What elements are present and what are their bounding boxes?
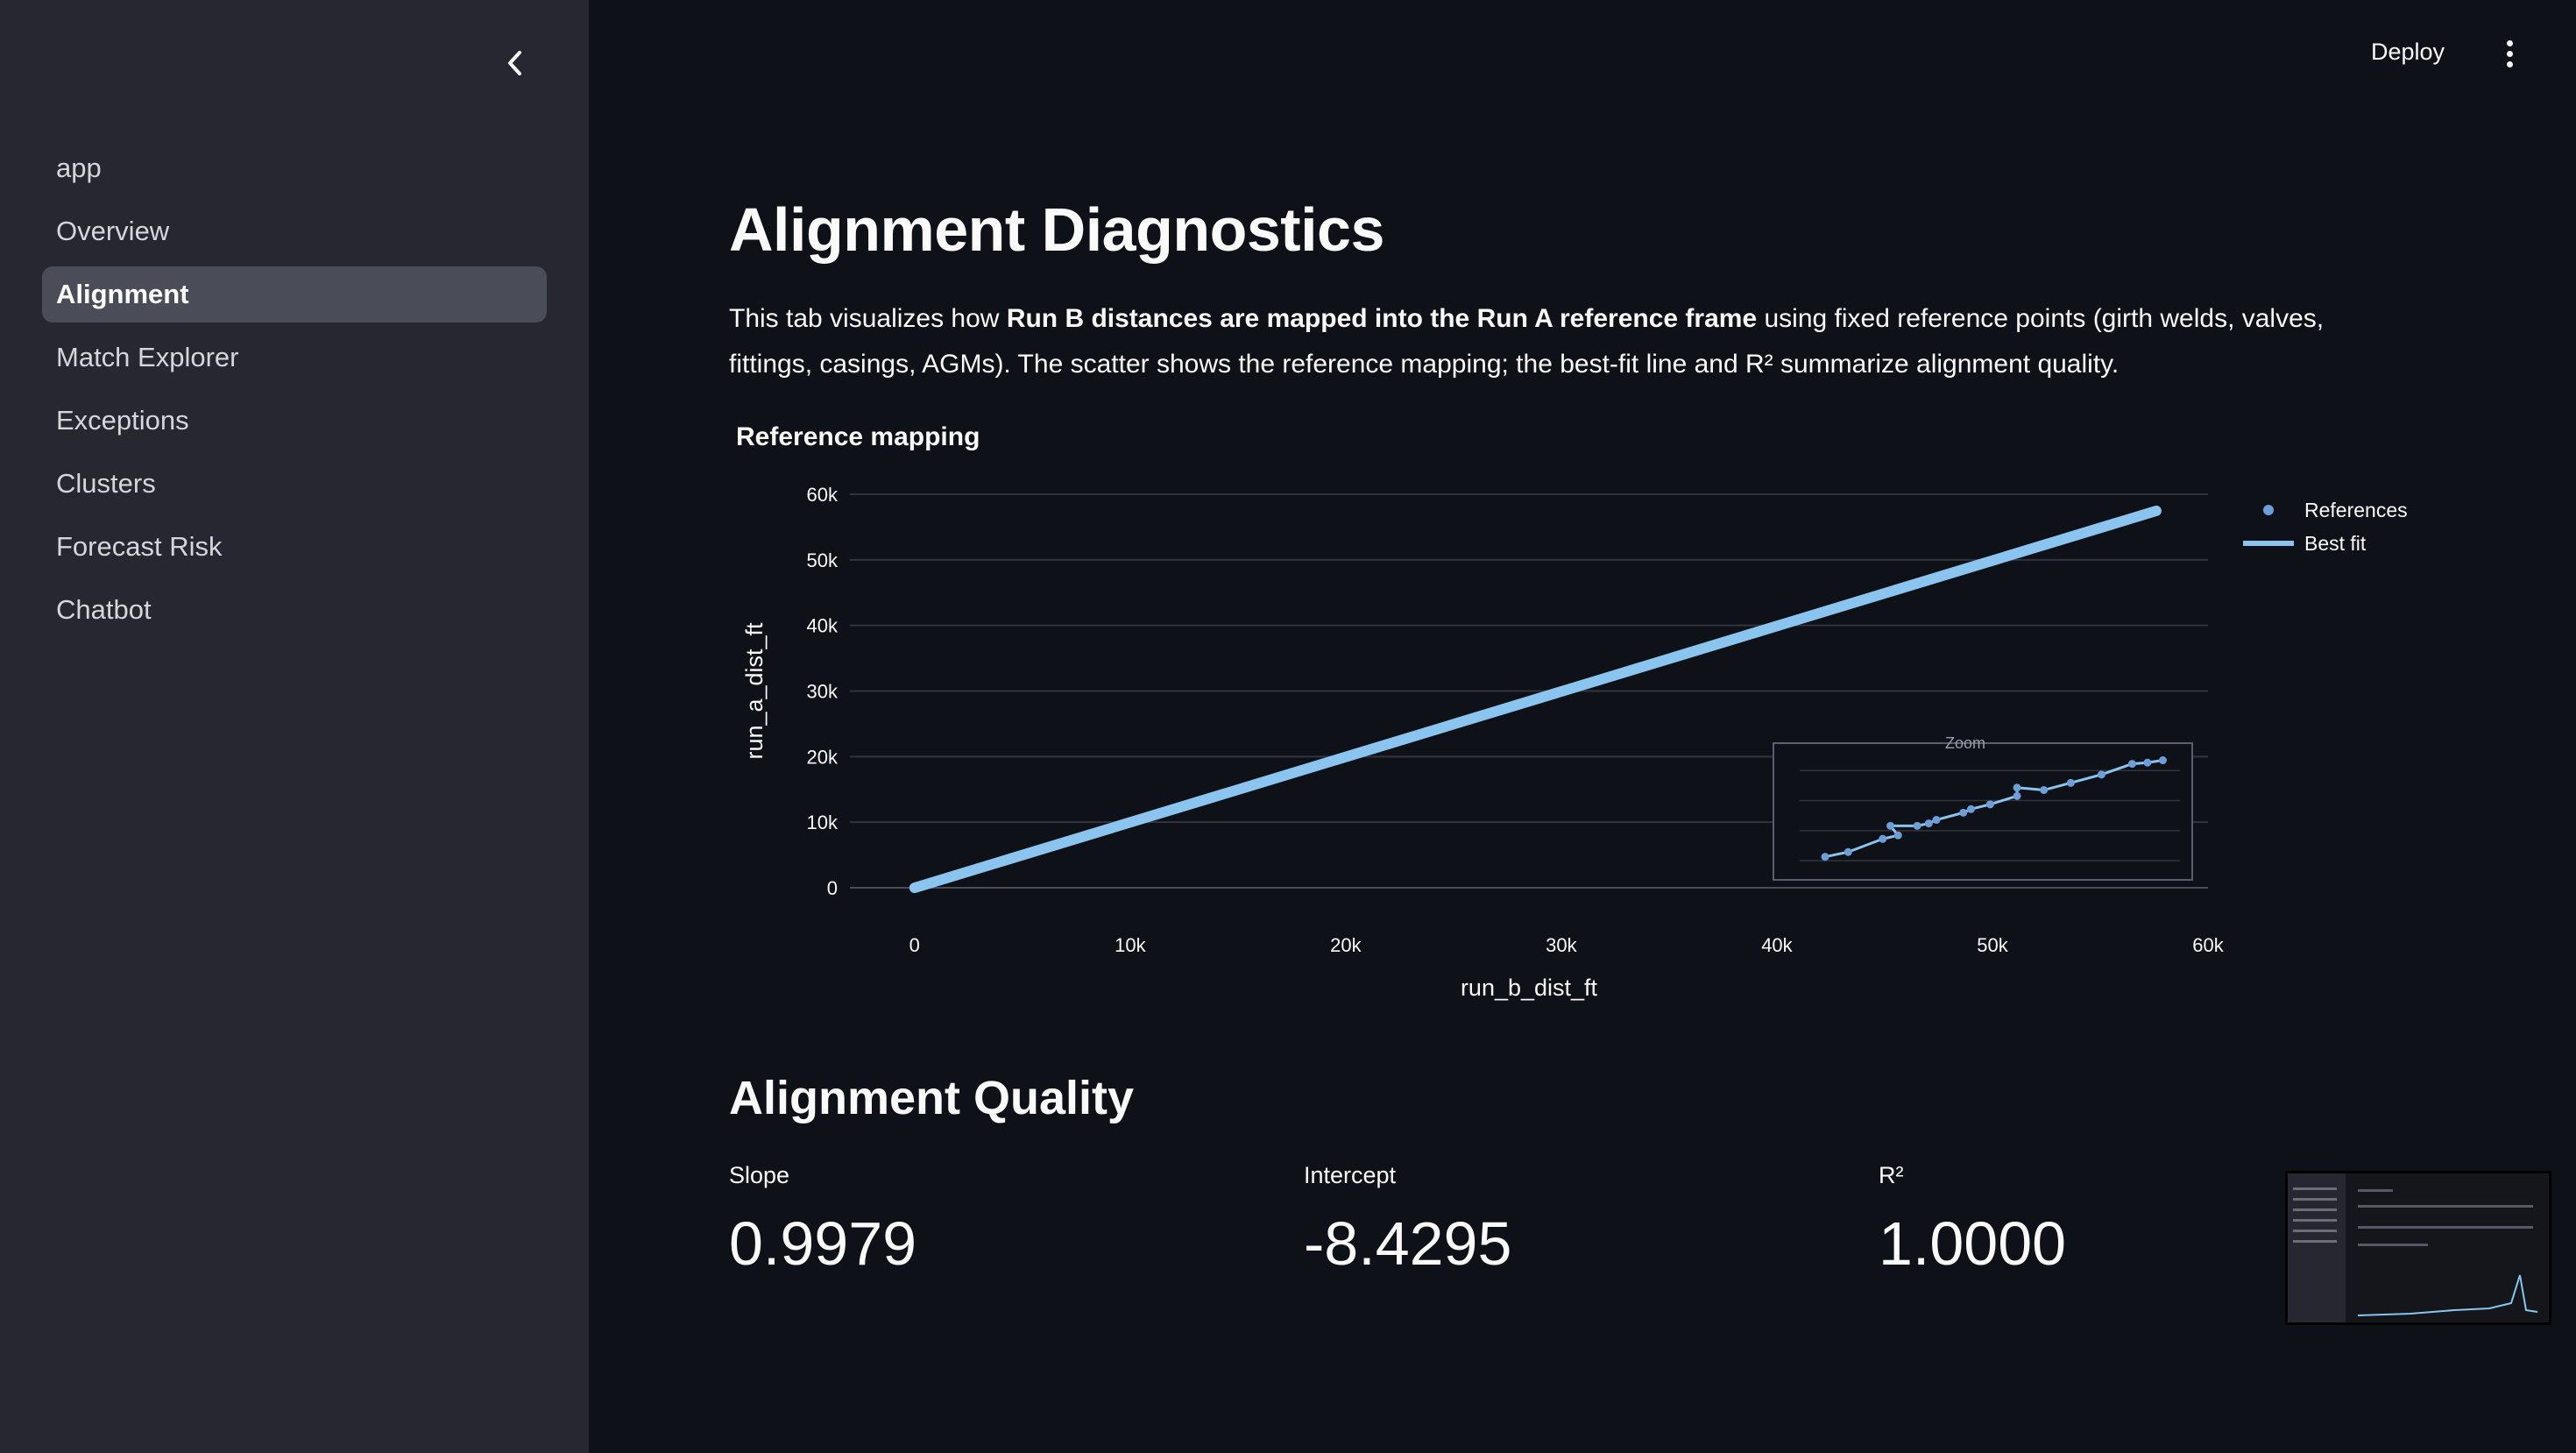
chart-title: Reference mapping — [736, 422, 980, 451]
zoom-inset-point — [1985, 800, 1994, 809]
x-tick-label: 40k — [1761, 934, 1793, 956]
legend-references-label: References — [2304, 499, 2408, 521]
sidebar-item-overview[interactable]: Overview — [42, 203, 547, 259]
sidebar-item-label: Alignment — [56, 279, 189, 309]
zoom-inset-point — [2066, 778, 2075, 787]
y-tick-label: 20k — [807, 746, 839, 768]
y-axis-label: run_a_dist_ft — [741, 622, 768, 760]
deploy-button[interactable]: Deploy — [2371, 39, 2445, 65]
y-tick-label: 0 — [827, 877, 838, 899]
sidebar-item-chatbot[interactable]: Chatbot — [42, 582, 547, 638]
metric-label: Intercept — [1304, 1162, 1397, 1188]
zoom-inset-point — [1913, 821, 1921, 830]
legend-best-fit-label: Best fit — [2304, 532, 2367, 555]
zoom-inset-point — [2097, 770, 2105, 779]
sidebar-item-label: Chatbot — [56, 594, 152, 625]
metric-label: R² — [1879, 1162, 1904, 1188]
y-tick-label: 50k — [807, 549, 839, 571]
metric-value: 1.0000 — [1879, 1209, 2067, 1278]
x-axis-label: run_b_dist_ft — [1461, 975, 1598, 1001]
zoom-inset-title: Zoom — [1945, 734, 1985, 752]
more-options-icon[interactable] — [2499, 40, 2520, 79]
section-title: Alignment Quality — [729, 1072, 1135, 1124]
thumbnail-sidebar — [2288, 1173, 2346, 1322]
sidebar-item-label: Forecast Risk — [56, 531, 223, 562]
sidebar-item-label: Clusters — [56, 468, 156, 499]
zoom-inset-point — [1966, 804, 1975, 813]
metric-slope: Slope 0.9979 — [729, 1162, 916, 1279]
zoom-inset-point — [2143, 758, 2152, 767]
thumbnail-chart — [2358, 1274, 2538, 1316]
sidebar-item-label: Overview — [56, 216, 170, 246]
sidebar: app Overview Alignment Match Explorer Ex… — [0, 0, 589, 1453]
x-tick-label: 50k — [1977, 934, 2008, 956]
y-tick-label: 30k — [807, 681, 839, 703]
x-tick-label: 0 — [909, 934, 920, 956]
sidebar-item-app[interactable]: app — [42, 140, 547, 196]
zoom-inset-point — [1959, 808, 1968, 817]
sidebar-item-clusters[interactable]: Clusters — [42, 456, 547, 512]
reference-mapping-chart[interactable]: 0 10k 20k 30k 40k 50k 60k 0 10k 20k 30k 40k 50k 60k ru… — [729, 464, 2446, 1025]
metric-label: Slope — [729, 1162, 790, 1188]
zoom-inset-point — [2127, 760, 2136, 769]
best-fit-line — [909, 505, 2162, 894]
legend-references-marker — [2263, 505, 2274, 515]
metric-value: -8.4295 — [1304, 1209, 1512, 1278]
zoom-inset-point — [2013, 791, 2021, 800]
zoom-inset-point — [2013, 783, 2021, 792]
sidebar-item-label: Exceptions — [56, 405, 189, 436]
zoom-inset-point — [2158, 756, 2167, 765]
y-tick-label: 40k — [807, 615, 839, 637]
x-tick-label: 30k — [1546, 934, 1577, 956]
intro-text: This tab visualizes how Run B distances … — [729, 296, 2403, 387]
x-tick-label: 10k — [1115, 934, 1146, 956]
sidebar-item-exceptions[interactable]: Exceptions — [42, 393, 547, 449]
zoom-inset-point — [1879, 834, 1887, 843]
chevron-left-icon — [508, 51, 521, 75]
zoom-inset-point — [1886, 821, 1894, 830]
x-tick-label: 60k — [2192, 934, 2224, 956]
page-preview-thumbnail[interactable] — [2285, 1171, 2551, 1325]
zoom-inset-point — [1924, 819, 1933, 828]
sidebar-item-match-explorer[interactable]: Match Explorer — [42, 330, 547, 386]
sidebar-item-label: app — [56, 152, 102, 183]
collapse-sidebar-button[interactable] — [496, 44, 534, 82]
zoom-inset-point — [1844, 847, 1852, 856]
zoom-inset-point — [1893, 831, 1902, 840]
metric-intercept: Intercept -8.4295 — [1304, 1162, 1511, 1279]
zoom-inset-point — [2040, 786, 2049, 795]
metric-r-squared: R² 1.0000 — [1879, 1162, 2066, 1279]
page-title: Alignment Diagnostics — [729, 195, 1384, 264]
zoom-inset-point — [1821, 853, 1829, 861]
sidebar-nav: app Overview Alignment Match Explorer Ex… — [42, 140, 547, 645]
metric-value: 0.9979 — [729, 1209, 917, 1278]
intro-text-bold: Run B distances are mapped into the Run … — [1006, 304, 1758, 333]
y-tick-label: 10k — [807, 812, 839, 833]
zoom-inset-point — [1932, 816, 1941, 825]
sidebar-item-forecast-risk[interactable]: Forecast Risk — [42, 519, 547, 575]
intro-text-part1: This tab visualizes how — [729, 304, 1007, 333]
sidebar-item-alignment[interactable]: Alignment — [42, 266, 547, 322]
sidebar-item-label: Match Explorer — [56, 342, 239, 372]
intro-text-part2: using fixed reference points (girth weld… — [729, 304, 2325, 379]
x-tick-label: 20k — [1330, 934, 1362, 956]
y-tick-label: 60k — [807, 484, 839, 506]
